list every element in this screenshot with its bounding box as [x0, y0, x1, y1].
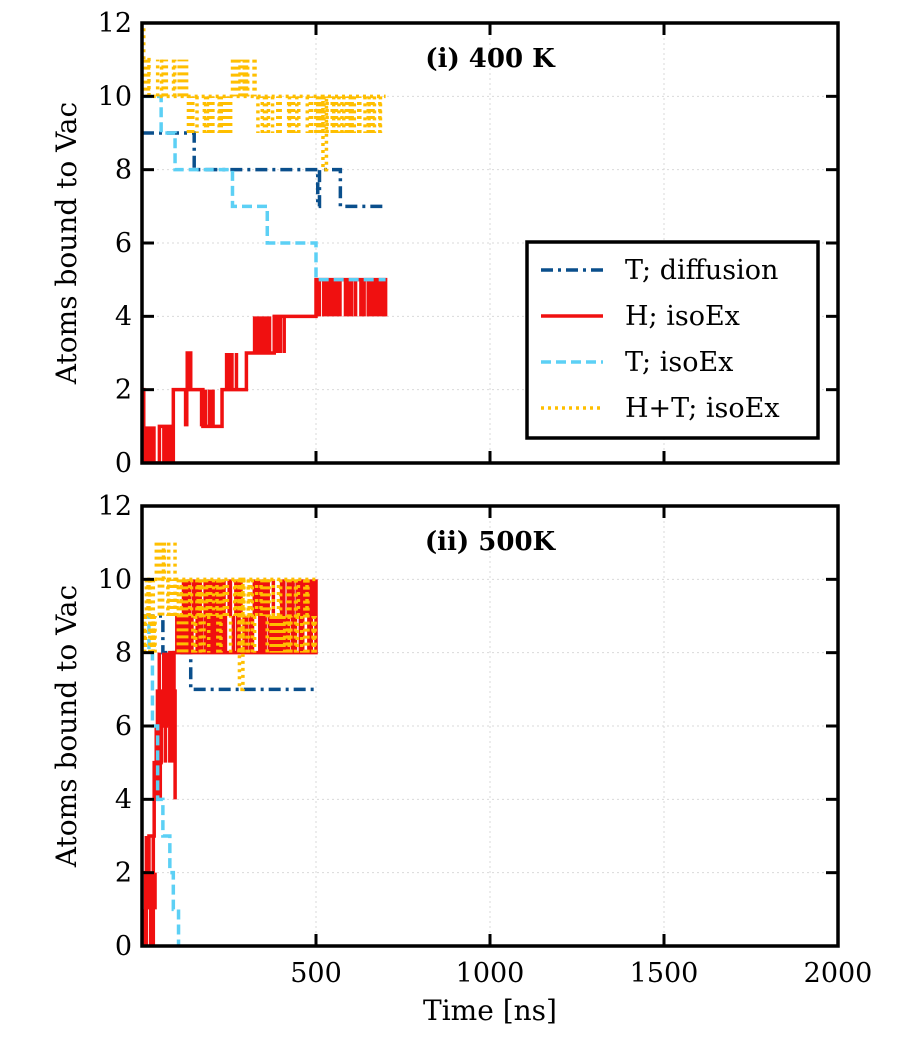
series-line — [142, 131, 386, 209]
x-tick-label: 1500 — [630, 958, 699, 989]
series-line — [142, 577, 316, 692]
series-jitter — [161, 59, 189, 97]
y-axis-label: Atoms bound to Vac — [50, 585, 83, 868]
x-tick-label: 500 — [290, 958, 342, 989]
series-t-diffusion — [142, 131, 386, 209]
legend-label: H+T; isoEx — [625, 393, 780, 424]
y-tick-label: 6 — [115, 228, 132, 259]
series-line — [142, 277, 388, 463]
series-h-isoex — [142, 277, 388, 463]
series-t-isoex — [142, 614, 181, 946]
y-tick-label: 12 — [98, 8, 132, 39]
series-jitter — [183, 389, 189, 427]
y-tick-label: 0 — [115, 931, 132, 962]
y-tick-label: 2 — [115, 375, 132, 406]
series-line — [142, 94, 386, 282]
series-jitter — [186, 96, 233, 133]
legend-item: H+T; isoEx — [541, 393, 780, 424]
series-h-isoex — [142, 579, 318, 946]
series-jitter — [230, 59, 257, 97]
series-jitter — [154, 542, 177, 616]
y-tick-label: 10 — [98, 81, 132, 112]
legend: T; diffusion H; isoEx T; isoEx H+T; isoEx — [525, 240, 820, 440]
panel-title: (ii) 500K — [425, 527, 557, 557]
legend-label: T; diffusion — [625, 255, 778, 286]
y-tick-label: 8 — [115, 638, 132, 669]
x-axis-label: Time [ns] — [423, 994, 557, 1027]
x-tick-label: 2000 — [804, 958, 873, 989]
series-jitter — [314, 279, 386, 317]
plot-area — [142, 23, 388, 463]
panel-title: (i) 400 K — [425, 44, 556, 74]
y-tick-label: 4 — [115, 301, 132, 332]
series-line — [142, 614, 316, 692]
legend-box — [525, 240, 820, 440]
y-tick-label: 2 — [115, 858, 132, 889]
panel-500k: 0 2 4 6 8 10 12 500 1000 1500 2000 Atoms bound to V… — [50, 491, 872, 989]
legend-label: H; isoEx — [625, 301, 740, 332]
y-tick-label: 8 — [115, 155, 132, 186]
plot-area — [142, 542, 318, 946]
series-line — [142, 614, 181, 946]
y-tick-label: 0 — [115, 448, 132, 479]
y-tick-label: 12 — [98, 491, 132, 522]
series-jitter — [252, 316, 286, 353]
legend-label: T; isoEx — [625, 347, 733, 378]
y-tick-label: 6 — [115, 711, 132, 742]
series-jitter — [162, 426, 171, 463]
y-tick-label: 10 — [98, 564, 132, 595]
legend-item: H; isoEx — [541, 301, 740, 332]
series-jitter — [256, 96, 383, 133]
series-t-isoex — [142, 94, 386, 282]
y-axis-label: Atoms bound to Vac — [50, 102, 83, 385]
panel-400k: 0 2 4 6 8 10 12 Atoms bound to Vac (i) 400 K T; d… — [50, 8, 840, 479]
legend-item: T; isoEx — [541, 347, 733, 378]
x-tick-label: 1000 — [456, 958, 525, 989]
y-tick-label: 4 — [115, 784, 132, 815]
series-h-t-isoex — [142, 23, 386, 172]
series-jitter — [224, 353, 239, 390]
series-t-diffusion — [142, 614, 316, 692]
series-jitter — [142, 59, 164, 97]
legend-item: T; diffusion — [541, 255, 778, 286]
